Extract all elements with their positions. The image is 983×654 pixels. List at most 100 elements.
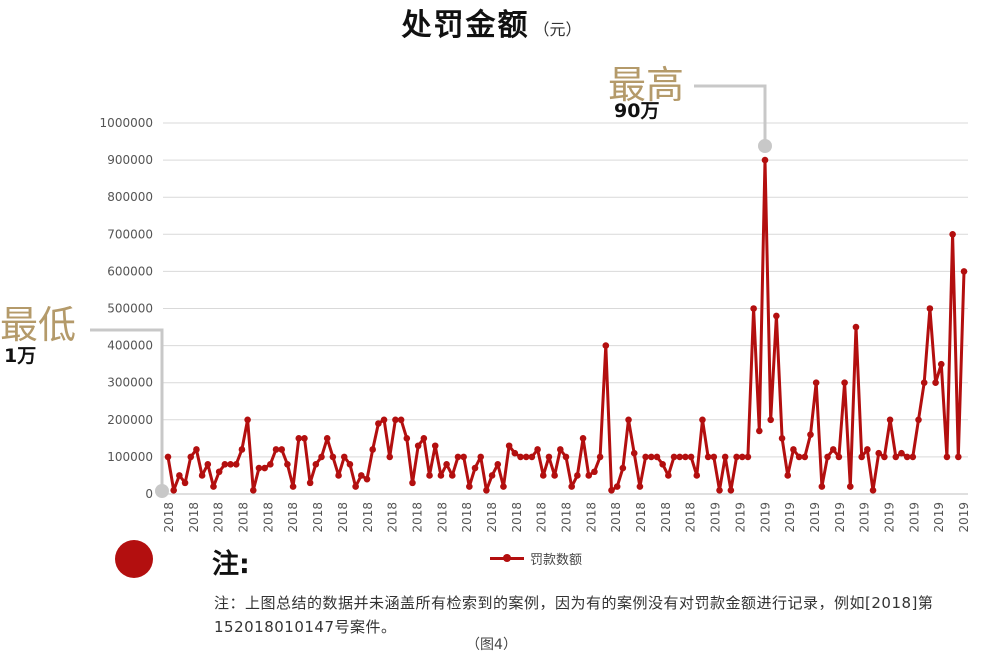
data-point [960, 268, 968, 275]
x-tick-label: 2018 [684, 502, 698, 533]
max-callout-marker [758, 139, 772, 153]
data-point [943, 453, 951, 461]
data-point [915, 416, 922, 424]
x-tick-label: 2018 [510, 502, 524, 533]
data-point [790, 446, 797, 453]
data-point [630, 449, 638, 457]
data-point [676, 453, 684, 461]
data-point [682, 453, 689, 461]
x-tick-label: 2019 [957, 502, 971, 533]
y-tick-label: 500000 [107, 302, 153, 316]
data-point [255, 464, 263, 472]
x-tick-label: 2019 [907, 502, 921, 533]
chart-title-main: 处罚金额 [401, 8, 530, 43]
data-point [909, 453, 917, 461]
chart-title: 处罚金额 （元） [0, 0, 983, 44]
data-point [642, 453, 649, 461]
data-point [932, 379, 939, 387]
x-tick-label: 2018 [560, 502, 574, 533]
data-point [687, 453, 695, 461]
x-tick-label: 2018 [237, 502, 251, 533]
data-point [227, 461, 234, 468]
data-point [886, 416, 894, 424]
data-point [818, 483, 826, 490]
data-point [409, 479, 416, 487]
data-point [653, 453, 661, 461]
min-callout-label: 最低 [0, 303, 77, 347]
x-tick-label: 2019 [758, 502, 772, 533]
data-point [955, 453, 962, 461]
data-point [625, 416, 632, 424]
x-tick-label: 2018 [460, 502, 474, 533]
data-point [522, 453, 530, 461]
data-point [716, 486, 723, 494]
series-group [164, 156, 968, 494]
x-tick-label: 2018 [410, 502, 424, 533]
data-point [710, 453, 718, 461]
x-tick-label: 2018 [485, 502, 499, 533]
data-point [375, 420, 382, 427]
data-point [858, 453, 865, 461]
y-tick-label: 800000 [107, 190, 153, 204]
data-point [539, 472, 547, 479]
data-point [267, 461, 274, 468]
data-point [846, 483, 854, 490]
figure-label: （图4） [466, 637, 517, 653]
data-point [619, 464, 627, 472]
callout-lines [90, 84, 772, 498]
data-point [579, 435, 587, 442]
data-point [238, 446, 246, 453]
data-point [608, 486, 615, 494]
data-point [346, 461, 354, 468]
data-point [835, 453, 843, 461]
y-tick-label: 200000 [107, 413, 153, 427]
data-point [613, 483, 621, 490]
data-point [448, 472, 456, 479]
y-axis: 0 100000 200000 300000 400000 500000 600000 700… [100, 116, 153, 501]
x-tick-label: 2018 [609, 502, 623, 533]
data-point [306, 479, 314, 487]
x-tick-label: 2018 [286, 502, 300, 533]
data-point [517, 453, 524, 461]
data-point [761, 156, 769, 164]
y-tick-label: 100000 [107, 450, 153, 464]
min-callout-value: 1万 [4, 345, 37, 367]
y-tick-label: 300000 [107, 376, 153, 390]
x-tick-label: 2019 [709, 502, 723, 533]
x-tick-label: 2019 [733, 502, 747, 533]
data-point [210, 483, 217, 490]
max-callout-line [694, 84, 767, 140]
data-point [574, 472, 581, 479]
data-point [323, 435, 331, 442]
data-point [181, 479, 189, 487]
x-tick-label: 2019 [858, 502, 872, 533]
data-point [278, 446, 286, 453]
x-tick-label: 2018 [336, 502, 350, 533]
legend-swatch [490, 554, 524, 562]
data-point [812, 379, 820, 387]
x-tick-label: 2018 [386, 502, 400, 533]
x-tick-label: 2019 [932, 502, 946, 533]
data-point [392, 416, 399, 424]
data-point [460, 453, 467, 461]
data-point [380, 416, 388, 424]
data-point [864, 446, 871, 453]
data-point [511, 449, 519, 457]
data-point [335, 472, 342, 479]
data-point [602, 342, 610, 349]
data-point [329, 453, 337, 461]
data-point [733, 453, 740, 461]
data-point [397, 416, 405, 424]
data-point [494, 461, 502, 468]
data-point [727, 486, 735, 494]
data-point [852, 323, 860, 331]
series-line [166, 158, 966, 492]
data-point [431, 442, 439, 450]
data-point [744, 453, 752, 461]
data-point [767, 416, 774, 424]
data-point [926, 305, 934, 312]
data-point [443, 461, 450, 468]
data-point [721, 453, 729, 461]
data-point [534, 446, 541, 453]
data-point [426, 472, 433, 479]
